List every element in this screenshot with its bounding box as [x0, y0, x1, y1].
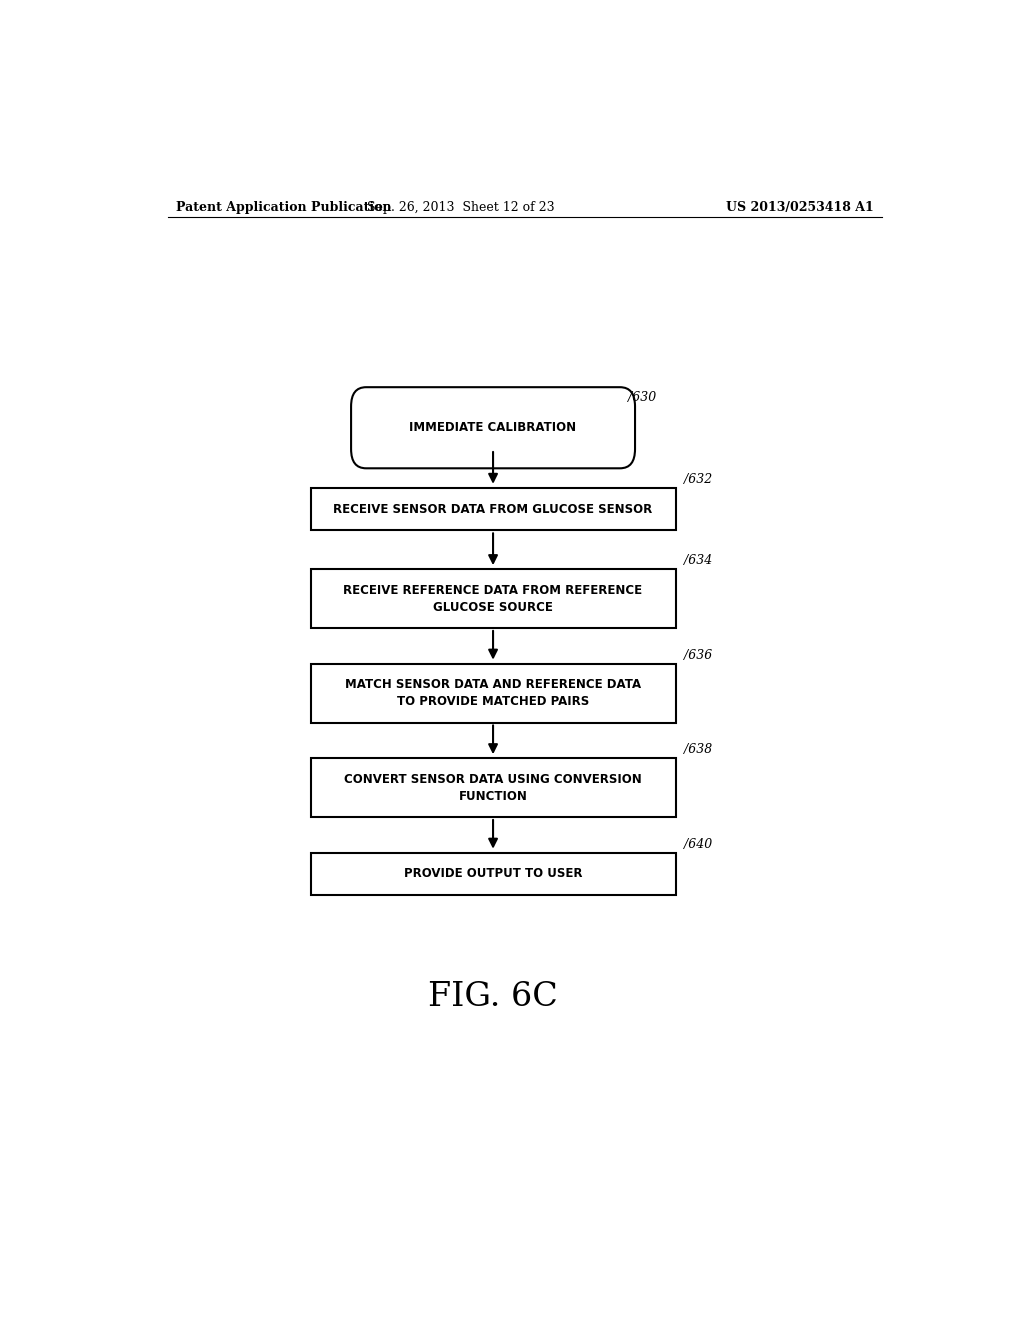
Text: RECEIVE SENSOR DATA FROM GLUCOSE SENSOR: RECEIVE SENSOR DATA FROM GLUCOSE SENSOR [334, 503, 652, 516]
Text: US 2013/0253418 A1: US 2013/0253418 A1 [726, 201, 873, 214]
Text: FIG. 6C: FIG. 6C [428, 981, 558, 1012]
Text: CONVERT SENSOR DATA USING CONVERSION
FUNCTION: CONVERT SENSOR DATA USING CONVERSION FUN… [344, 772, 642, 803]
Text: /638: /638 [684, 743, 712, 756]
Text: /630: /630 [628, 391, 656, 404]
FancyBboxPatch shape [310, 664, 676, 722]
Text: RECEIVE REFERENCE DATA FROM REFERENCE
GLUCOSE SOURCE: RECEIVE REFERENCE DATA FROM REFERENCE GL… [343, 583, 643, 614]
Text: MATCH SENSOR DATA AND REFERENCE DATA
TO PROVIDE MATCHED PAIRS: MATCH SENSOR DATA AND REFERENCE DATA TO … [345, 678, 641, 708]
FancyBboxPatch shape [310, 758, 676, 817]
FancyBboxPatch shape [310, 853, 676, 895]
Text: /632: /632 [684, 473, 712, 486]
Text: /634: /634 [684, 554, 712, 568]
Text: /640: /640 [684, 838, 712, 850]
Text: IMMEDIATE CALIBRATION: IMMEDIATE CALIBRATION [410, 421, 577, 434]
Text: PROVIDE OUTPUT TO USER: PROVIDE OUTPUT TO USER [403, 867, 583, 880]
Text: /636: /636 [684, 648, 712, 661]
FancyBboxPatch shape [351, 387, 635, 469]
FancyBboxPatch shape [310, 487, 676, 531]
Text: Patent Application Publication: Patent Application Publication [176, 201, 391, 214]
FancyBboxPatch shape [310, 569, 676, 628]
Text: Sep. 26, 2013  Sheet 12 of 23: Sep. 26, 2013 Sheet 12 of 23 [368, 201, 555, 214]
